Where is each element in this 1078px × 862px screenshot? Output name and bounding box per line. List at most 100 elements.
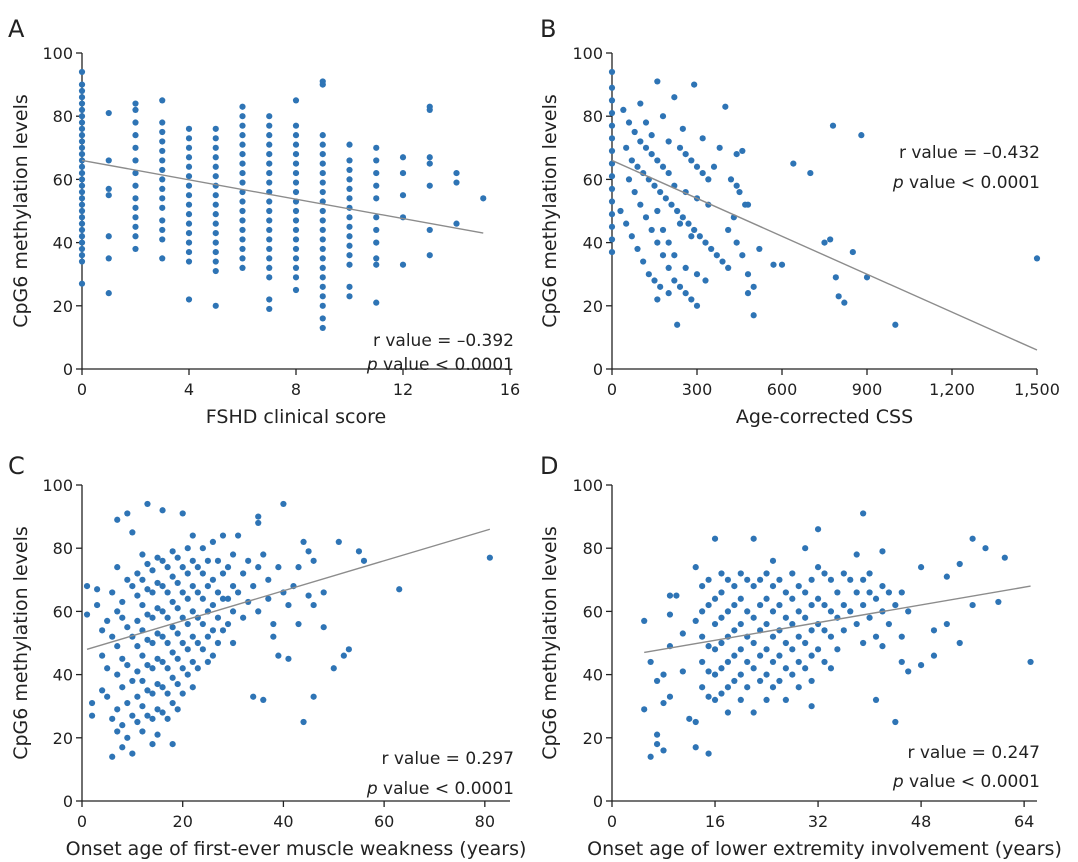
data-point [847, 576, 854, 583]
data-point [733, 239, 740, 246]
y-tick-label: 40 [583, 234, 603, 253]
data-point [83, 583, 91, 590]
data-point [292, 264, 300, 271]
data-point [292, 122, 300, 129]
data-point [275, 652, 282, 659]
data-point [239, 160, 246, 167]
data-point [860, 639, 867, 647]
data-point [159, 226, 166, 234]
data-point [827, 576, 835, 583]
data-point [885, 620, 892, 628]
y-axis-title: CpG6 methylation levels [539, 526, 561, 760]
data-point [119, 655, 126, 662]
data-point [164, 589, 171, 596]
data-point [705, 693, 712, 700]
data-point [637, 201, 644, 208]
panel-c: C 0 20 40 60 80 100 0 20 40 60 80 CpG6 methylation l… [8, 452, 526, 860]
data-point [185, 144, 193, 151]
data-point [654, 207, 661, 215]
data-point [139, 703, 146, 710]
data-point [757, 576, 764, 583]
data-point [139, 551, 146, 558]
data-point [154, 605, 161, 612]
data-point [346, 195, 353, 202]
data-point [119, 598, 126, 606]
data-point [739, 252, 746, 259]
data-point [189, 608, 196, 615]
data-point [169, 741, 176, 748]
data-point [319, 245, 326, 253]
data-point [711, 671, 719, 678]
data-point [699, 169, 706, 177]
data-point [608, 173, 616, 180]
data-point [240, 614, 247, 621]
data-point [214, 557, 222, 564]
data-point [164, 639, 171, 647]
data-point [266, 132, 273, 139]
data-point [665, 239, 672, 246]
data-point [750, 614, 757, 621]
data-point [179, 690, 186, 697]
y-tick-label: 100 [572, 44, 603, 63]
panel-label: D [540, 452, 558, 480]
data-point [204, 633, 211, 640]
data-point [699, 684, 706, 691]
data-point [78, 280, 86, 287]
data-point [699, 583, 706, 590]
data-point [159, 236, 166, 243]
data-point [608, 109, 616, 117]
data-point [212, 220, 219, 227]
data-point [292, 226, 300, 234]
data-point [373, 239, 380, 246]
data-point [185, 220, 193, 227]
y-axis-title: CpG6 methylation levels [10, 526, 32, 760]
data-point [159, 507, 166, 514]
data-point [821, 239, 828, 246]
data-point [699, 658, 706, 666]
data-point [657, 283, 664, 290]
data-point [239, 198, 246, 205]
panel-a: A 0 20 40 60 80 100 0 4 8 12 16 CpG6 methylation lev… [8, 15, 520, 428]
data-point [104, 665, 111, 672]
data-point [653, 741, 661, 748]
data-point [346, 233, 353, 240]
r-value-annotation: r value = 0.247 [907, 743, 1040, 763]
data-point [149, 567, 156, 574]
x-tick-label: 64 [1014, 812, 1034, 831]
data-point [373, 226, 380, 234]
data-point [718, 665, 725, 672]
data-point [782, 614, 789, 621]
data-point [647, 658, 654, 666]
data-point [266, 296, 273, 303]
data-point [682, 264, 689, 271]
data-point [769, 608, 777, 615]
data-point [319, 324, 326, 332]
data-point [214, 614, 222, 621]
data-point [691, 81, 698, 88]
data-point [692, 617, 699, 624]
data-point [154, 630, 161, 637]
data-point [132, 204, 139, 211]
data-point [266, 264, 273, 271]
data-point [159, 633, 166, 640]
data-point [892, 718, 899, 726]
data-point [239, 207, 246, 215]
data-point [280, 500, 287, 508]
panel-label: A [8, 15, 25, 43]
data-point [78, 233, 86, 240]
y-tick-label: 80 [583, 539, 603, 558]
data-point [159, 658, 166, 666]
data-point [164, 665, 171, 672]
data-point [686, 715, 693, 722]
data-point [310, 557, 317, 564]
y-tick-label: 100 [42, 476, 73, 495]
data-point [109, 753, 116, 760]
data-point [292, 274, 300, 281]
data-point [737, 646, 744, 653]
data-point [132, 169, 139, 177]
y-tick-label: 80 [53, 107, 73, 126]
data-point [204, 658, 211, 666]
data-point [319, 226, 326, 234]
data-point [149, 665, 156, 672]
data-point [731, 583, 738, 590]
